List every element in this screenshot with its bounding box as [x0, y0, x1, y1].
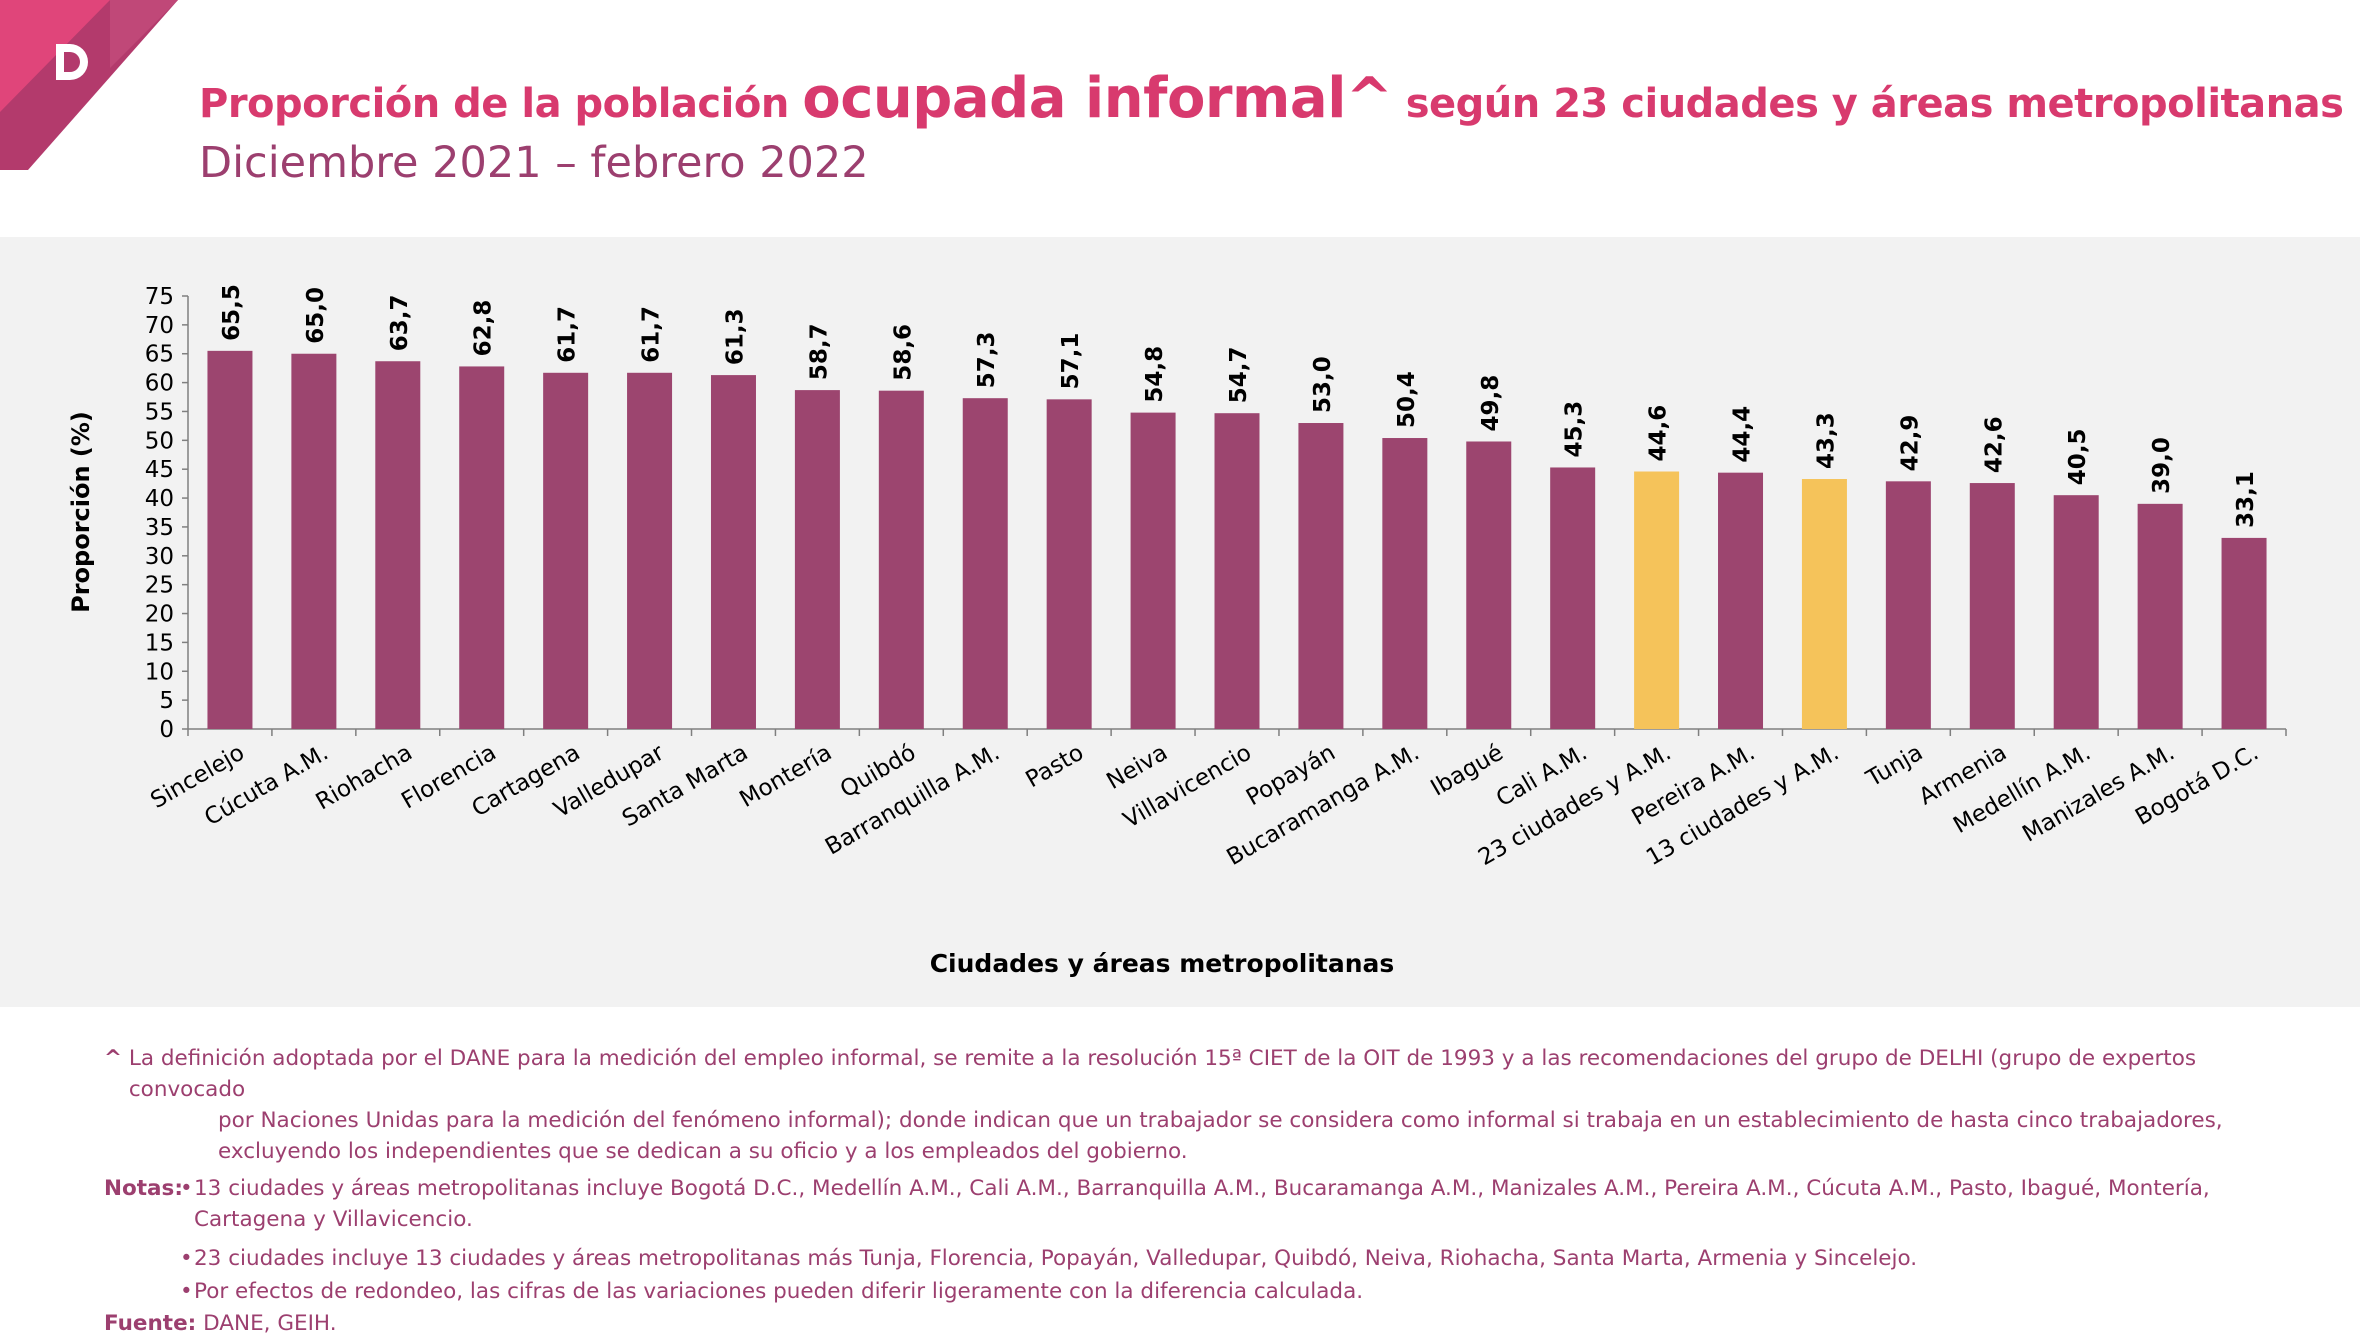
- chart-title: Proporción de la población ocupada infor…: [199, 66, 2344, 131]
- bar-value-label: 54,7: [1226, 346, 1252, 403]
- definition-line-1: La definición adoptada por el DANE para …: [128, 1046, 2197, 1102]
- bar-value-label: 62,8: [471, 300, 497, 357]
- y-tick-label: 45: [145, 457, 174, 483]
- bar: [2221, 537, 2267, 729]
- bar-value-label: 43,3: [1813, 412, 1839, 469]
- dane-logo: [0, 0, 178, 170]
- bar-value-label: 49,8: [1478, 375, 1504, 432]
- y-tick-label: 25: [145, 573, 174, 599]
- definition-note: ^ La definición adoptada por el DANE par…: [104, 1043, 2294, 1105]
- bar-value-label: 33,1: [2233, 471, 2259, 528]
- bar: [1046, 399, 1092, 729]
- bar-value-label: 44,6: [1646, 405, 1672, 462]
- bar: [710, 375, 756, 729]
- bar: [1550, 467, 1596, 729]
- bar: [543, 372, 589, 729]
- y-tick-label: 60: [145, 371, 174, 397]
- bullet: •: [180, 1246, 193, 1271]
- note-item-1: 13 ciudades y áreas metropolitanas inclu…: [194, 1176, 2210, 1232]
- footnotes: ^ La definición adoptada por el DANE par…: [104, 1043, 2294, 1339]
- bullet: •: [180, 1176, 193, 1201]
- bar: [1801, 479, 1847, 729]
- y-tick-label: 15: [145, 630, 174, 656]
- bar: [1718, 472, 1764, 729]
- note-item-3: Por efectos de redondeo, las cifras de l…: [194, 1279, 1364, 1304]
- bar: [2053, 495, 2099, 729]
- y-tick-label: 75: [145, 284, 174, 310]
- bar-value-label: 57,1: [1058, 333, 1084, 390]
- y-tick-label: 5: [159, 688, 174, 714]
- bar-value-label: 42,6: [1981, 416, 2007, 473]
- bar: [1969, 483, 2015, 729]
- bar: [291, 353, 337, 729]
- bar: [1382, 438, 1428, 729]
- notes-row: Notas: • 13 ciudades y áreas metropolitan…: [104, 1173, 2294, 1235]
- y-tick-label: 40: [145, 486, 174, 512]
- bar-value-label: 65,0: [303, 287, 329, 344]
- bar-value-label: 53,0: [1310, 356, 1336, 413]
- bar-value-label: 65,5: [219, 284, 245, 341]
- title-highlight: ocupada informal^: [802, 66, 1393, 131]
- bar-value-label: 42,9: [1897, 415, 1923, 472]
- bar: [1885, 481, 1931, 729]
- bar-value-label: 39,0: [2149, 437, 2175, 494]
- notes-label: Notas:: [104, 1176, 183, 1201]
- y-tick-label: 65: [145, 342, 174, 368]
- y-tick-label: 30: [145, 544, 174, 570]
- bar: [375, 361, 421, 729]
- y-tick-label: 20: [145, 602, 174, 628]
- bar-value-label: 61,7: [639, 306, 665, 363]
- y-tick-label: 10: [145, 659, 174, 685]
- x-category-label: Pasto: [1021, 740, 1088, 794]
- bar-value-label: 61,3: [722, 308, 748, 365]
- definition-line-3: excluyendo los independientes que se ded…: [218, 1139, 1188, 1164]
- note-row-2: • 23 ciudades incluye 13 ciudades y áreas…: [104, 1243, 2294, 1274]
- bar: [1634, 471, 1680, 729]
- note-row-3: • Por efectos de redondeo, las cifras de …: [104, 1276, 2294, 1307]
- bar-value-label: 57,3: [974, 331, 1000, 388]
- bar: [794, 390, 840, 729]
- bar: [1214, 413, 1260, 729]
- bar: [1130, 412, 1176, 729]
- bar: [1298, 423, 1344, 729]
- chart-subtitle: Diciembre 2021 – febrero 2022: [199, 138, 869, 188]
- caret-marker: ^: [104, 1046, 123, 1071]
- bar-value-label: 54,8: [1142, 346, 1168, 403]
- x-category-label: Montería: [735, 740, 836, 813]
- y-tick-label: 35: [145, 515, 174, 541]
- bar: [962, 398, 1008, 729]
- x-axis-title: Ciudades y áreas metropolitanas: [930, 949, 1395, 978]
- y-tick-label: 70: [145, 313, 174, 339]
- bar-value-label: 40,5: [2065, 428, 2091, 485]
- y-axis-title: Proporción (%): [67, 411, 95, 613]
- title-part-1: Proporción de la población: [199, 81, 803, 127]
- y-tick-label: 0: [159, 717, 174, 743]
- note-item-2: 23 ciudades incluye 13 ciudades y áreas …: [194, 1246, 1918, 1271]
- bar-value-label: 45,3: [1562, 401, 1588, 458]
- bar-value-label: 50,4: [1394, 371, 1420, 428]
- y-tick-label: 55: [145, 399, 174, 425]
- bar-value-label: 58,6: [890, 324, 916, 381]
- bar: [878, 390, 924, 729]
- title-part-2: según 23 ciudades y áreas metropolitanas: [1392, 81, 2344, 127]
- bar-value-label: 63,7: [387, 294, 413, 351]
- bar: [1466, 441, 1512, 729]
- bar-value-label: 61,7: [555, 306, 581, 363]
- chart-panel: 0 5 10 15 20 25 30 35 40 45 50 55 60 65 70 75 65,5 Sincel…: [0, 237, 2360, 1007]
- bar: [627, 372, 673, 729]
- bar-value-label: 44,4: [1730, 406, 1756, 463]
- bar: [207, 350, 253, 729]
- definition-line-2: por Naciones Unidas para la medición del…: [218, 1108, 2223, 1133]
- bar: [2137, 503, 2183, 729]
- bar-value-label: 58,7: [806, 323, 832, 380]
- x-category-label: Riohacha: [312, 740, 417, 816]
- bullet: •: [180, 1279, 193, 1304]
- x-category-label: Tunja: [1861, 740, 1927, 793]
- y-tick-label: 50: [145, 428, 174, 454]
- bar: [459, 366, 505, 729]
